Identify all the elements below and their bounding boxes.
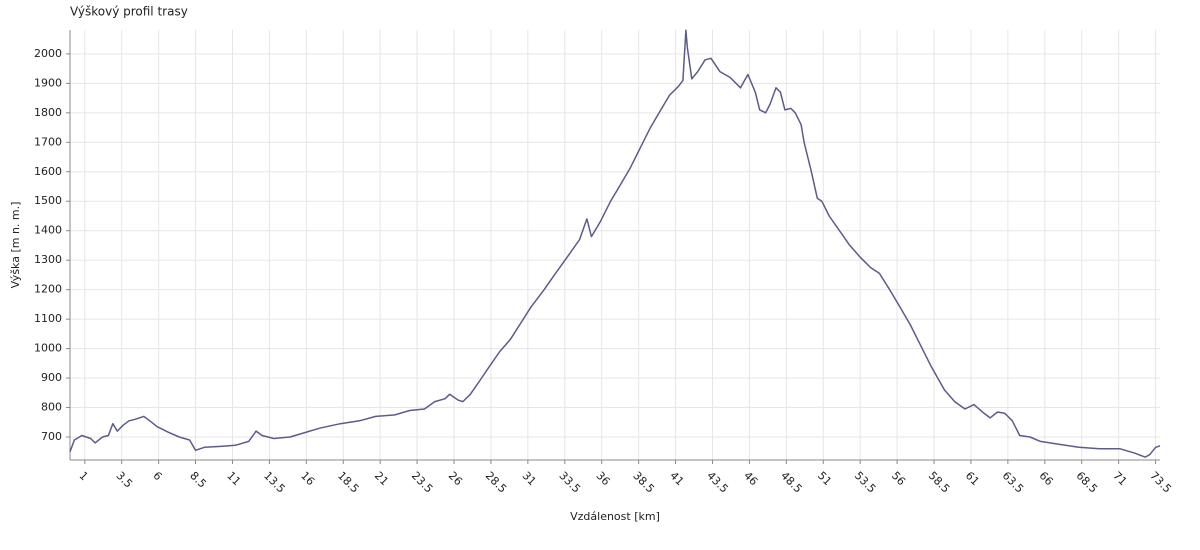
x-tick-label: 3.5: [113, 469, 135, 491]
x-tick-label: 11: [224, 469, 243, 488]
x-tick-label: 6: [150, 469, 164, 483]
x-axis-label: Vzdálenost [km]: [570, 510, 660, 523]
x-tick-label: 18.5: [335, 469, 362, 496]
x-tick-label: 48.5: [778, 469, 805, 496]
x-tick-label: 56: [889, 469, 908, 488]
y-tick-label: 1300: [34, 253, 62, 266]
x-tick-label: 23.5: [409, 469, 436, 496]
x-tick-label: 66: [1037, 469, 1056, 488]
elevation-line: [69, 29, 1161, 458]
x-tick-label: 21: [372, 469, 391, 488]
y-tick-label: 1700: [34, 135, 62, 148]
x-tick-label: 71: [1110, 469, 1129, 488]
y-tick-label: 1500: [34, 194, 62, 207]
x-tick-label: 38.5: [630, 469, 657, 496]
x-tick-label: 58.5: [926, 469, 953, 496]
y-tick-label: 1400: [34, 224, 62, 237]
x-tick-label: 33.5: [557, 469, 584, 496]
y-tick-label: 1800: [34, 106, 62, 119]
x-tick-label: 36: [593, 469, 612, 488]
y-tick-label: 700: [41, 430, 62, 443]
x-tick-label: 46: [741, 469, 760, 488]
x-tick-label: 8.5: [187, 469, 209, 491]
x-tick-label: 61: [963, 469, 982, 488]
x-tick-label: 63.5: [1000, 469, 1027, 496]
x-tick-label: 1: [77, 469, 91, 483]
x-tick-label: 51: [815, 469, 834, 488]
x-tick-label: 26: [446, 469, 465, 488]
x-tick-label: 43.5: [704, 469, 731, 496]
x-tick-label: 28.5: [483, 469, 510, 496]
y-tick-label: 1100: [34, 312, 62, 325]
x-tick-label: 16: [298, 469, 317, 488]
y-axis-label: Výška [m n. m.]: [9, 202, 22, 289]
y-tick-label: 800: [41, 401, 62, 414]
x-tick-label: 53.5: [852, 469, 879, 496]
x-tick-label: 68.5: [1073, 469, 1100, 496]
y-tick-label: 1000: [34, 342, 62, 355]
x-tick-label: 73.5: [1147, 469, 1174, 496]
y-tick-label: 1200: [34, 283, 62, 296]
x-tick-label: 31: [520, 469, 539, 488]
y-tick-label: 1600: [34, 165, 62, 178]
y-tick-label: 900: [41, 371, 62, 384]
x-tick-label: 41: [667, 469, 686, 488]
y-tick-label: 2000: [34, 47, 62, 60]
y-tick-label: 1900: [34, 76, 62, 89]
chart-title: Výškový profil trasy: [70, 5, 188, 19]
x-tick-label: 13.5: [261, 469, 288, 496]
